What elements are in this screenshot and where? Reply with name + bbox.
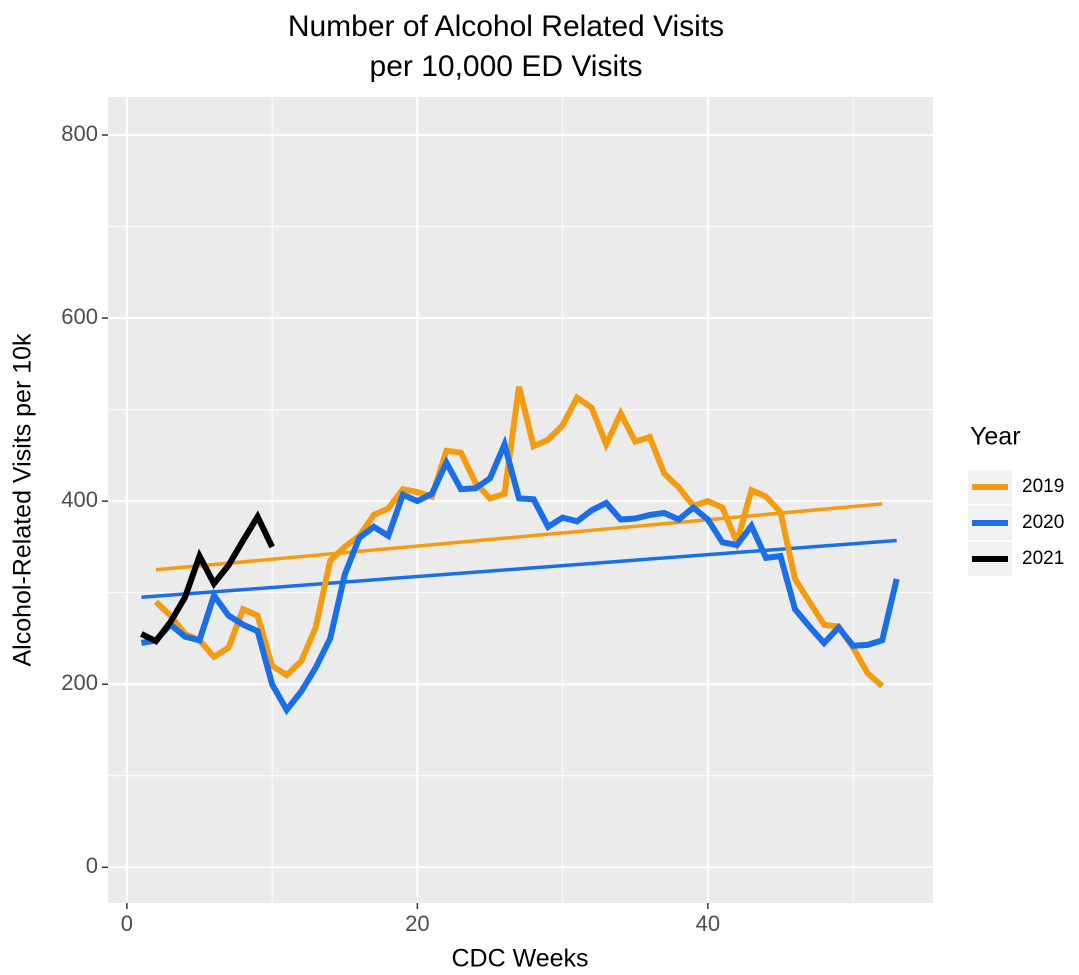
data-line bbox=[140, 435, 900, 716]
y-tick-label: 200 bbox=[61, 670, 98, 695]
legend-label: 2020 bbox=[1022, 512, 1064, 533]
y-tick-label: 0 bbox=[86, 853, 98, 878]
x-tick-label: 20 bbox=[405, 911, 429, 936]
legend-label: 2019 bbox=[1022, 476, 1064, 497]
x-axis-title: CDC Weeks bbox=[451, 945, 588, 973]
chart-title: Number of Alcohol Related Visits bbox=[288, 10, 724, 43]
chart-subtitle: per 10,000 ED Visits bbox=[370, 50, 643, 83]
legend-title: Year bbox=[970, 423, 1021, 451]
data-line bbox=[140, 510, 275, 646]
x-tick-label: 0 bbox=[121, 911, 133, 936]
y-tick-label: 400 bbox=[61, 487, 98, 512]
trend-line bbox=[141, 538, 897, 600]
y-axis-title: Alcohol-Related Visits per 10k bbox=[9, 333, 37, 667]
y-tick-label: 800 bbox=[61, 121, 98, 146]
trend-line bbox=[155, 502, 883, 572]
y-tick-label: 600 bbox=[61, 304, 98, 329]
data-line bbox=[153, 385, 885, 689]
x-tick-label: 40 bbox=[696, 911, 720, 936]
legend-label: 2021 bbox=[1022, 548, 1064, 569]
